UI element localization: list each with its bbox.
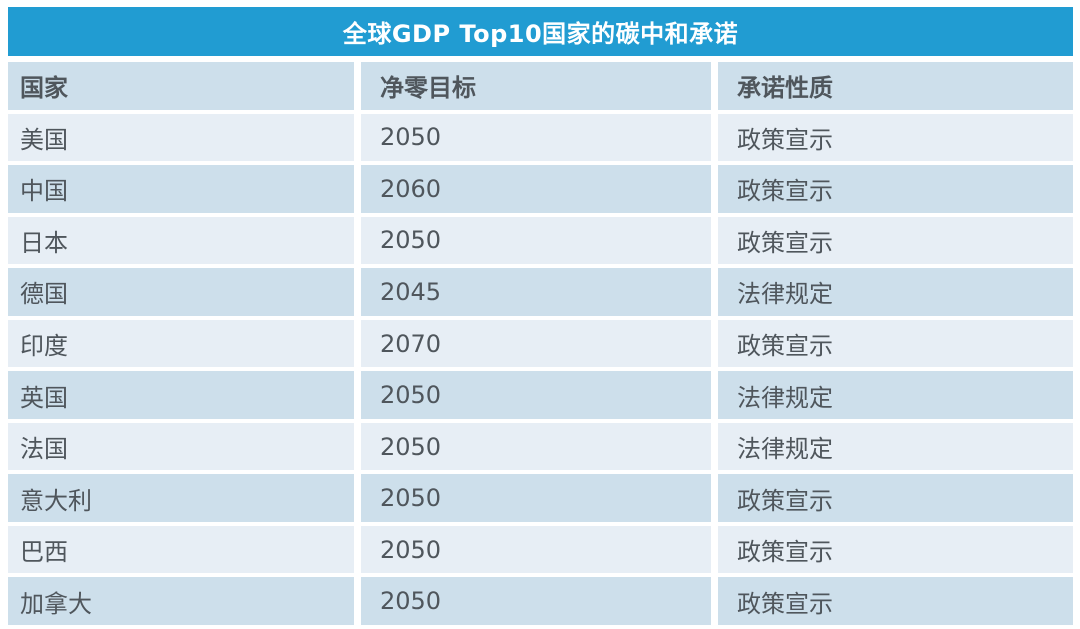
cell-country: 美国 [8,113,354,162]
cell-country: 中国 [8,165,354,213]
column-header-net-zero-target: 净零目标 [361,62,711,110]
cell-net-zero-target: 2050 [361,474,711,522]
table-title-bar: 全球GDP Top10国家的碳中和承诺 [8,7,1073,56]
table-row: 美国 2050 政策宣示 [8,113,1073,162]
cell-commitment-nature: 政策宣示 [718,113,1073,162]
table-row: 加拿大 2050 政策宣示 [8,577,1073,626]
table-row: 中国 2060 政策宣示 [8,165,1073,213]
cell-net-zero-target: 2050 [361,525,711,574]
column-header-country: 国家 [8,62,354,110]
cell-country: 加拿大 [8,577,354,626]
cell-country: 印度 [8,319,354,368]
table-title: 全球GDP Top10国家的碳中和承诺 [342,20,739,48]
cell-commitment-nature: 政策宣示 [718,319,1073,368]
cell-commitment-nature: 政策宣示 [718,525,1073,574]
cell-net-zero-target: 2050 [361,422,711,471]
cell-net-zero-target: 2050 [361,577,711,626]
table-row: 意大利 2050 政策宣示 [8,474,1073,522]
cell-commitment-nature: 政策宣示 [718,165,1073,213]
cell-country: 法国 [8,422,354,471]
table-row: 英国 2050 法律规定 [8,371,1073,419]
column-header-commitment-nature: 承诺性质 [718,62,1073,110]
table-row: 日本 2050 政策宣示 [8,216,1073,265]
cell-net-zero-target: 2060 [361,165,711,213]
cell-country: 巴西 [8,525,354,574]
cell-country: 日本 [8,216,354,265]
table-row: 巴西 2050 政策宣示 [8,525,1073,574]
table-row: 法国 2050 法律规定 [8,422,1073,471]
cell-net-zero-target: 2045 [361,268,711,316]
table-header-row: 国家 净零目标 承诺性质 [8,62,1073,110]
cell-commitment-nature: 政策宣示 [718,216,1073,265]
cell-commitment-nature: 政策宣示 [718,474,1073,522]
cell-country: 德国 [8,268,354,316]
cell-commitment-nature: 法律规定 [718,371,1073,419]
cell-net-zero-target: 2050 [361,113,711,162]
cell-country: 意大利 [8,474,354,522]
cell-net-zero-target: 2050 [361,371,711,419]
cell-country: 英国 [8,371,354,419]
table-row: 德国 2045 法律规定 [8,268,1073,316]
cell-commitment-nature: 法律规定 [718,268,1073,316]
cell-commitment-nature: 法律规定 [718,422,1073,471]
cell-net-zero-target: 2070 [361,319,711,368]
table-row: 印度 2070 政策宣示 [8,319,1073,368]
cell-commitment-nature: 政策宣示 [718,577,1073,626]
cell-net-zero-target: 2050 [361,216,711,265]
